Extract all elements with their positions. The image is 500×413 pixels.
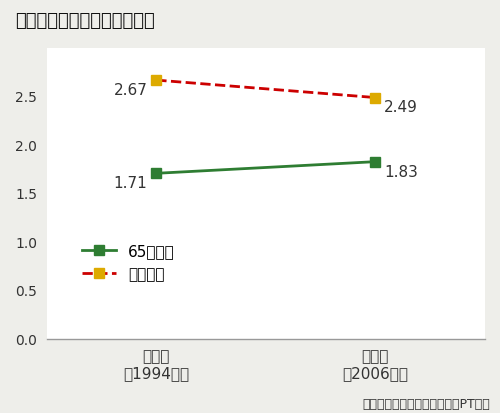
Legend: 65歳以上, 年齢合計: 65歳以上, 年齢合計: [76, 238, 181, 288]
Text: 資料：第３～４回道央都市圈PT調査: 資料：第３～４回道央都市圈PT調査: [362, 398, 490, 411]
Text: 2.67: 2.67: [114, 83, 148, 98]
Text: 1.83: 1.83: [384, 164, 418, 180]
Text: 2.49: 2.49: [384, 100, 418, 116]
Text: 【一人あたりのトリップ数】: 【一人あたりのトリップ数】: [15, 12, 155, 31]
Text: 1.71: 1.71: [114, 176, 148, 191]
